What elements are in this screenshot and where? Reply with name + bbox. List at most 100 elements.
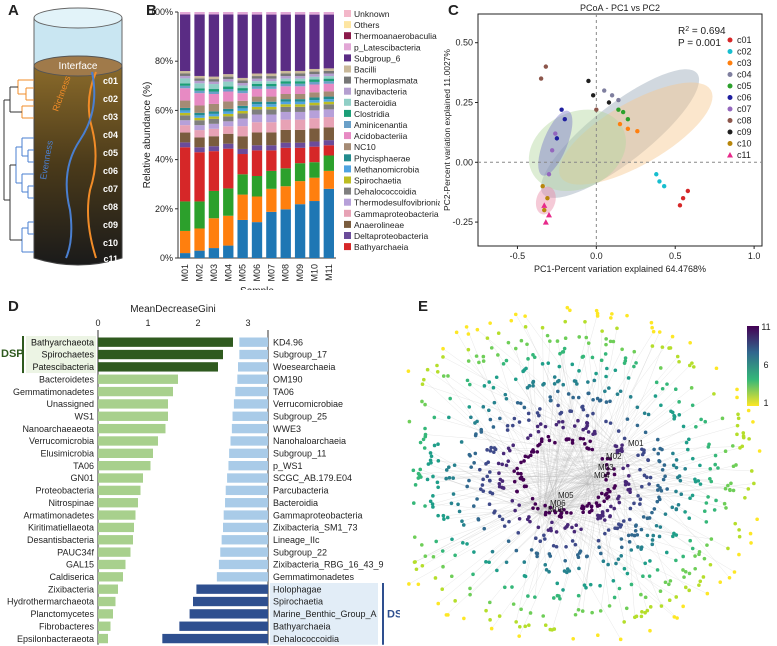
network-node bbox=[683, 569, 688, 574]
edge bbox=[554, 489, 609, 502]
network-node bbox=[586, 380, 590, 384]
network-node bbox=[547, 438, 552, 443]
bar-segment bbox=[280, 106, 291, 112]
legend-marker bbox=[727, 49, 733, 54]
network-node bbox=[507, 519, 511, 524]
dsp-label: DSP bbox=[1, 348, 24, 360]
network-node bbox=[592, 378, 597, 383]
data-point bbox=[617, 121, 623, 127]
importance-bar bbox=[220, 547, 268, 557]
bar-segment bbox=[237, 126, 248, 137]
network-node bbox=[425, 477, 430, 482]
bar-segment bbox=[194, 201, 205, 229]
edge bbox=[434, 417, 603, 465]
network-node bbox=[421, 437, 426, 442]
bar-segment bbox=[309, 118, 320, 129]
x-tick-label: M09 bbox=[295, 264, 305, 282]
network-node bbox=[496, 353, 500, 357]
network-node bbox=[441, 513, 446, 518]
category-label: Proteobacteria bbox=[35, 486, 94, 496]
data-point bbox=[542, 207, 547, 213]
edge bbox=[527, 475, 593, 520]
network-node bbox=[487, 478, 492, 483]
bar-segment bbox=[309, 146, 320, 163]
bar-segment bbox=[280, 76, 291, 79]
data-point bbox=[606, 100, 612, 105]
network-node bbox=[407, 419, 412, 424]
bar-segment bbox=[266, 150, 277, 171]
legend-label: c07 bbox=[737, 104, 752, 114]
network-node bbox=[752, 481, 756, 486]
network-node bbox=[660, 467, 665, 472]
network-node bbox=[622, 620, 626, 624]
panel-label-a: A bbox=[8, 2, 19, 19]
network-node bbox=[681, 604, 685, 609]
legend-label: Subgroup_6 bbox=[354, 53, 401, 63]
network-node bbox=[636, 453, 640, 458]
bar-segment bbox=[251, 76, 263, 79]
bar-segment bbox=[237, 113, 248, 119]
legend-marker bbox=[727, 141, 733, 146]
edge bbox=[601, 463, 674, 466]
panel-a-cylinder: Interface Richness Evenness c01 c02 c03 … bbox=[3, 7, 123, 266]
network-node bbox=[529, 548, 534, 552]
edge bbox=[424, 447, 541, 515]
network-node bbox=[643, 561, 648, 566]
data-point bbox=[590, 93, 596, 98]
category-label: Zixibacteria_SM1_73 bbox=[273, 523, 358, 533]
network-node bbox=[675, 354, 680, 359]
network-node bbox=[627, 517, 632, 522]
network-node bbox=[517, 516, 522, 521]
network-node bbox=[697, 583, 701, 587]
network-node bbox=[567, 437, 571, 441]
legend-swatch bbox=[344, 98, 351, 106]
network-node bbox=[611, 339, 616, 344]
edge bbox=[532, 385, 603, 465]
bar-segment bbox=[294, 147, 306, 164]
legend-marker bbox=[727, 152, 733, 158]
network-node bbox=[597, 398, 602, 403]
bar-segment bbox=[237, 88, 248, 91]
network-node bbox=[708, 476, 712, 481]
category-label: Gemmatimonadetes bbox=[273, 572, 355, 582]
network-node bbox=[494, 375, 499, 380]
network-node bbox=[650, 542, 655, 547]
network-node bbox=[413, 560, 417, 564]
network-node bbox=[471, 572, 475, 577]
network-node bbox=[472, 550, 476, 554]
network-node bbox=[528, 519, 532, 524]
network-node bbox=[491, 425, 496, 429]
bar-segment bbox=[208, 146, 220, 152]
category-label: Woesearchaeia bbox=[273, 362, 335, 372]
bar-segment bbox=[251, 104, 263, 107]
category-label: Marine_Benthic_Group_A bbox=[273, 609, 377, 619]
edge bbox=[621, 363, 625, 452]
network-node bbox=[713, 453, 718, 458]
network-node bbox=[626, 376, 631, 380]
category-label: Desantisbacteria bbox=[27, 535, 94, 545]
network-node bbox=[736, 412, 740, 417]
bar-segment bbox=[323, 101, 334, 105]
network-node bbox=[482, 384, 487, 388]
category-label: Bathyarchaeota bbox=[31, 337, 94, 347]
network-node bbox=[536, 443, 540, 448]
network-node bbox=[687, 516, 692, 520]
network-node bbox=[708, 467, 713, 471]
edge bbox=[621, 347, 663, 452]
network-node bbox=[481, 354, 486, 359]
network-node bbox=[619, 554, 624, 558]
category-label: Dehalococcoidia bbox=[273, 634, 339, 644]
network-node bbox=[604, 478, 608, 482]
edge bbox=[438, 463, 603, 604]
network-node bbox=[543, 563, 548, 567]
legend-swatch bbox=[344, 154, 351, 162]
network-node bbox=[504, 396, 509, 401]
bar-segment bbox=[180, 112, 191, 116]
network-node bbox=[447, 476, 452, 480]
confidence-ellipse bbox=[538, 110, 573, 176]
importance-bar bbox=[228, 461, 268, 471]
network-node bbox=[594, 308, 599, 313]
network-node bbox=[738, 446, 742, 450]
sample-label-c06: c06 bbox=[103, 166, 118, 176]
network-node bbox=[655, 499, 660, 504]
